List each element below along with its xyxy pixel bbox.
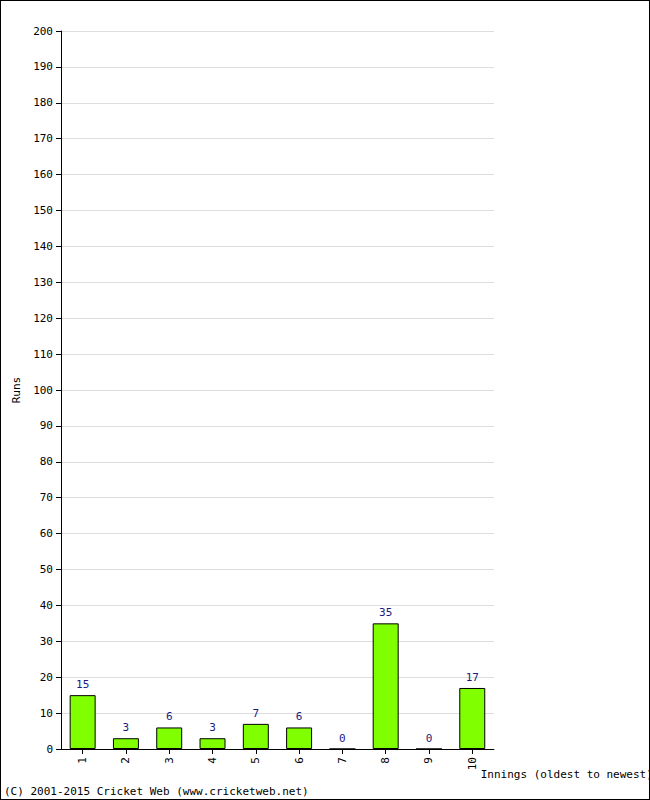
svg-text:Innings (oldest to newest): Innings (oldest to newest) <box>481 768 649 781</box>
svg-text:5: 5 <box>249 757 262 764</box>
svg-text:Runs: Runs <box>10 377 23 404</box>
svg-text:20: 20 <box>40 671 53 684</box>
svg-text:200: 200 <box>33 25 53 38</box>
svg-text:4: 4 <box>206 757 219 764</box>
svg-text:110: 110 <box>33 348 53 361</box>
svg-text:9: 9 <box>422 757 435 764</box>
svg-text:0: 0 <box>46 743 53 756</box>
svg-text:0: 0 <box>339 732 346 745</box>
svg-text:3: 3 <box>123 721 130 734</box>
svg-text:190: 190 <box>33 60 53 73</box>
svg-text:6: 6 <box>293 757 306 764</box>
svg-text:3: 3 <box>163 757 176 764</box>
svg-text:6: 6 <box>296 710 303 723</box>
svg-text:17: 17 <box>466 671 479 684</box>
svg-text:170: 170 <box>33 132 53 145</box>
svg-text:120: 120 <box>33 312 53 325</box>
svg-text:130: 130 <box>33 276 53 289</box>
svg-text:30: 30 <box>40 635 53 648</box>
svg-text:80: 80 <box>40 455 53 468</box>
svg-text:100: 100 <box>33 384 53 397</box>
svg-text:7: 7 <box>336 757 349 764</box>
svg-text:3: 3 <box>209 721 216 734</box>
svg-text:2: 2 <box>119 757 132 764</box>
svg-text:150: 150 <box>33 204 53 217</box>
svg-text:160: 160 <box>33 168 53 181</box>
svg-text:10: 10 <box>40 707 53 720</box>
svg-text:140: 140 <box>33 240 53 253</box>
svg-text:35: 35 <box>379 606 392 619</box>
svg-text:7: 7 <box>252 707 259 720</box>
svg-text:(C) 2001-2015 Cricket Web (www: (C) 2001-2015 Cricket Web (www.cricketwe… <box>4 785 309 798</box>
svg-text:90: 90 <box>40 419 53 432</box>
svg-text:60: 60 <box>40 527 53 540</box>
svg-text:10: 10 <box>466 757 479 770</box>
svg-text:1: 1 <box>76 757 89 764</box>
svg-text:15: 15 <box>76 678 89 691</box>
svg-text:70: 70 <box>40 491 53 504</box>
svg-text:8: 8 <box>379 757 392 764</box>
svg-text:6: 6 <box>166 710 173 723</box>
svg-text:180: 180 <box>33 96 53 109</box>
svg-text:0: 0 <box>426 732 433 745</box>
svg-text:40: 40 <box>40 599 53 612</box>
svg-text:50: 50 <box>40 563 53 576</box>
